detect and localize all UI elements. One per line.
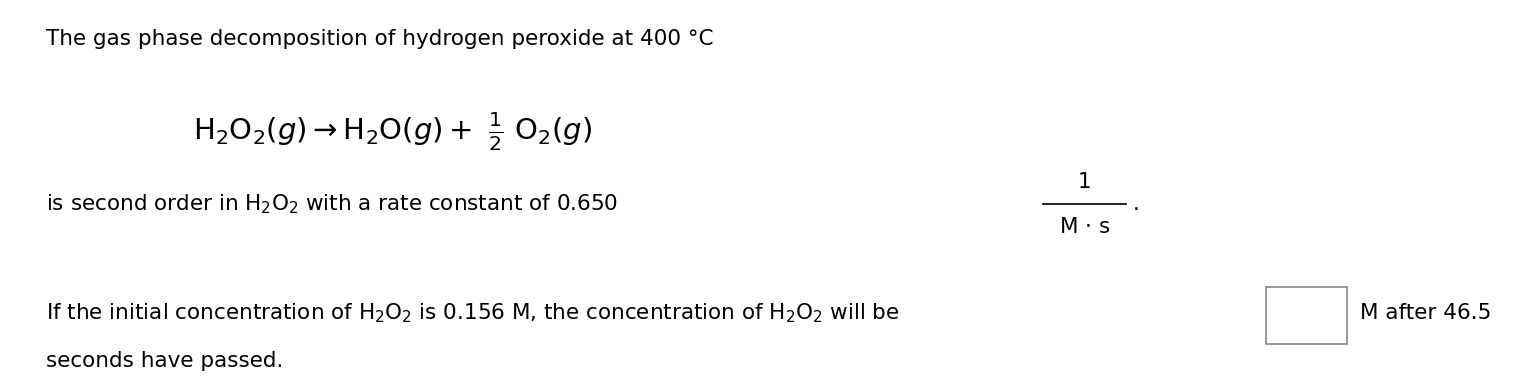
Text: is second order in $\rm H_2O_2$ with a rate constant of 0.650: is second order in $\rm H_2O_2$ with a r… xyxy=(45,192,619,216)
Text: $\rm H_2O_2\mathit{(g)}\rightarrow H_2O\mathit{(g)}+\ \frac{1}{2}\ O_2\mathit{(g: $\rm H_2O_2\mathit{(g)}\rightarrow H_2O\… xyxy=(193,111,591,153)
Text: If the initial concentration of $\rm H_2O_2$ is 0.156 M, the concentration of $\: If the initial concentration of $\rm H_2… xyxy=(45,301,899,325)
Text: M $\cdot$ s: M $\cdot$ s xyxy=(1058,217,1110,237)
Text: .: . xyxy=(1132,194,1140,214)
FancyBboxPatch shape xyxy=(1266,287,1346,344)
Text: 1: 1 xyxy=(1078,172,1092,192)
Text: seconds have passed.: seconds have passed. xyxy=(45,351,283,371)
Text: M after 46.5: M after 46.5 xyxy=(1360,303,1492,323)
Text: The gas phase decomposition of hydrogen peroxide at 400 °C: The gas phase decomposition of hydrogen … xyxy=(45,29,713,49)
